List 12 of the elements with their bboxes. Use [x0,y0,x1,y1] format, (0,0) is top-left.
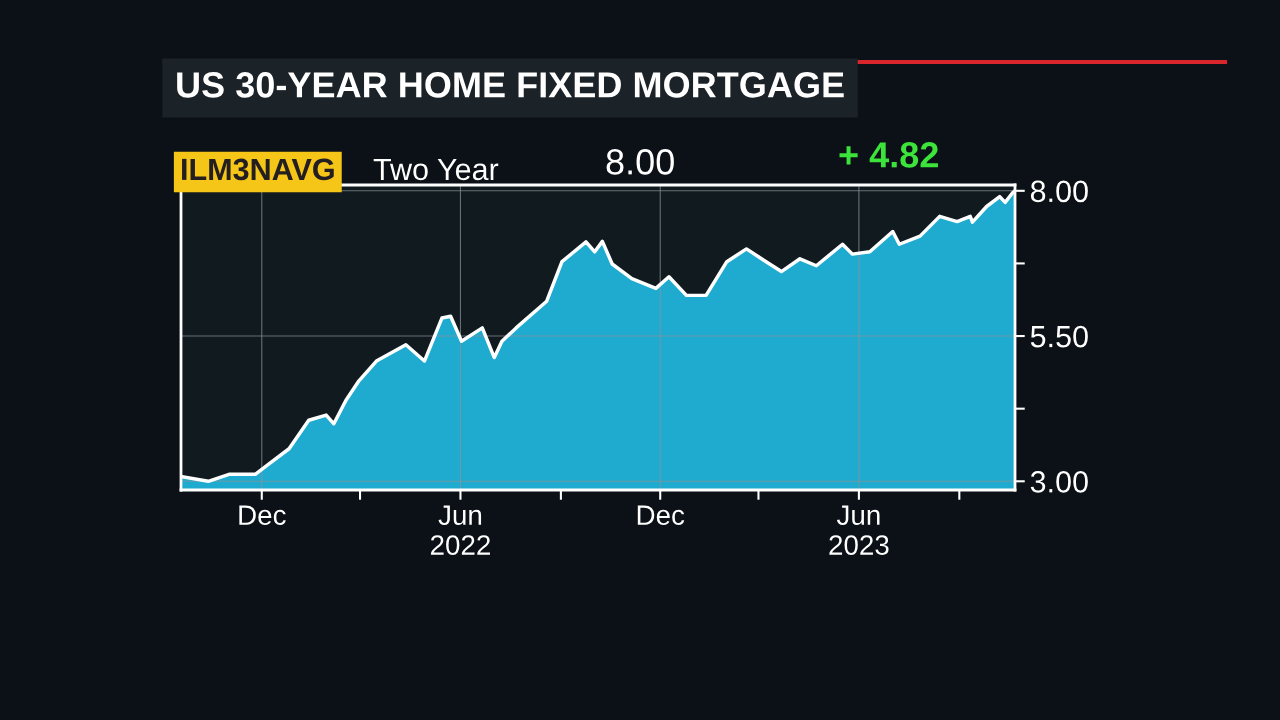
x-tick-label: Jun 2023 [829,505,889,555]
text: ILM3NAVG [182,158,334,181]
chart-title: US 30-YEAR HOME FIXED MORTGAGE [177,72,844,98]
x-tick-label: Dec [239,505,286,525]
x-tick-label: Jun 2022 [430,505,490,555]
y-tick-label: 8.00 [1030,180,1088,203]
text: 8.00 [606,149,674,175]
y-tick-label: 5.50 [1030,325,1088,348]
text: + 4.82 [839,142,938,168]
y-tick-label: 3.00 [1030,471,1088,493]
text: Two Year [373,158,499,181]
x-tick-label: Dec [637,505,685,525]
